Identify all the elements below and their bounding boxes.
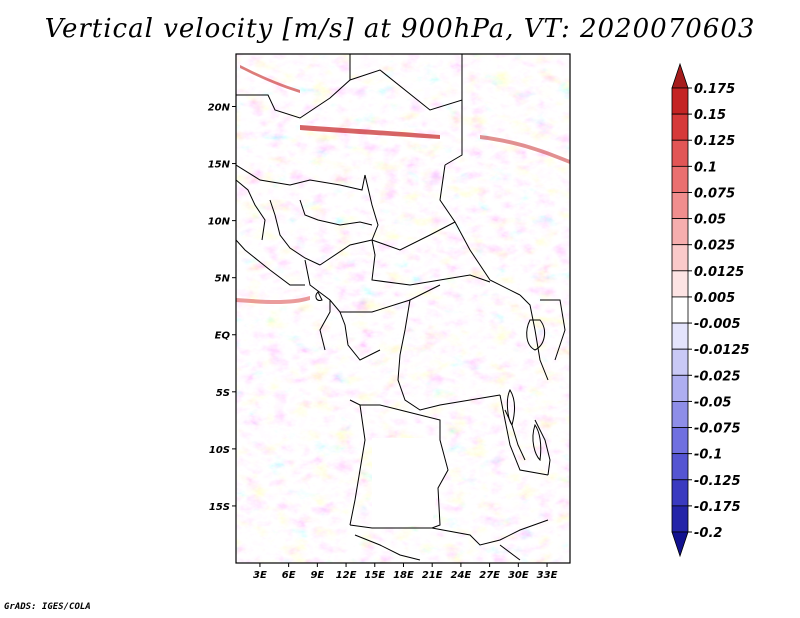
colorbar-segment	[671, 113, 689, 141]
colorbar-label: 0.0125	[694, 265, 744, 280]
colorbar-segment	[671, 244, 689, 272]
colorbar: 0.175 0.15 0.125 0.1 0.075 0.05 0.025 0.0125 0.0…	[671, 62, 750, 558]
colorbar-label: 0.15	[694, 108, 726, 123]
colorbar-segment	[671, 218, 689, 246]
colorbar-label: 0.175	[694, 82, 735, 97]
colorbar-bottom-arrow	[671, 531, 689, 558]
colorbar-label: -0.175	[694, 500, 741, 515]
colorbar-segment	[671, 165, 689, 193]
lat-label: EQ	[215, 331, 231, 342]
colorbar-label: 0.075	[694, 186, 735, 201]
colorbar-segment	[671, 453, 689, 481]
colorbar-segment	[671, 139, 689, 167]
colorbar-segment	[671, 87, 689, 115]
colorbar-top-arrow	[671, 62, 689, 89]
vertical-velocity-field	[236, 54, 570, 563]
colorbar-label: -0.125	[694, 474, 741, 489]
colorbar-segment	[671, 322, 689, 350]
lat-label: 10S	[209, 445, 230, 456]
lat-label: 15S	[209, 502, 230, 513]
lon-label: 30E	[508, 570, 529, 581]
colorbar-segment	[671, 348, 689, 376]
lon-label: 6E	[282, 570, 296, 581]
colorbar-segment	[671, 505, 689, 533]
grads-credit: GrADS: IGES/COLA	[4, 602, 91, 612]
colorbar-label: 0.1	[694, 160, 717, 175]
colorbar-label: -0.1	[694, 448, 722, 463]
lon-label: 3E	[253, 570, 267, 581]
colorbar-segment	[671, 192, 689, 219]
colorbar-label: 0.05	[694, 213, 726, 228]
lon-label: 9E	[310, 570, 324, 581]
colorbar-label: -0.005	[694, 317, 741, 332]
lat-label: 10N	[208, 217, 231, 228]
longitude-labels: 3E 6E 9E 12E 15E 18E 21E 24E 27E 30E 33E	[253, 563, 558, 581]
colorbar-segment	[671, 479, 689, 507]
country-borders	[236, 54, 566, 561]
colorbar-label: 0.025	[694, 239, 735, 254]
colorbar-segment	[671, 270, 689, 298]
lon-label: 21E	[422, 570, 443, 581]
colorbar-label: -0.075	[694, 422, 741, 437]
colorbar-label: 0.125	[694, 134, 735, 149]
colorbar-label: -0.2	[694, 526, 722, 541]
lon-label: 27E	[479, 570, 500, 581]
lat-label: 5S	[216, 388, 230, 399]
lat-label: 20N	[208, 102, 231, 113]
lon-label: 33E	[537, 570, 558, 581]
colorbar-label: -0.05	[694, 395, 731, 410]
lon-label: 18E	[393, 570, 414, 581]
latitude-labels: 20N 15N 10N 5N EQ 5S 10S 15S	[208, 102, 236, 513]
lon-label: 24E	[451, 570, 472, 581]
colorbar-segment	[671, 296, 689, 324]
colorbar-segment	[671, 401, 689, 428]
lakes	[315, 291, 546, 462]
map-title: Vertical velocity [m/s] at 900hPa, VT: 2…	[44, 14, 756, 44]
lon-label: 15E	[364, 570, 385, 581]
colorbar-label: -0.025	[694, 369, 741, 384]
colorbar-label: 0.005	[694, 291, 735, 306]
colorbar-segment	[671, 427, 689, 455]
colorbar-segment	[671, 374, 689, 402]
lat-label: 15N	[208, 160, 231, 171]
lon-label: 12E	[336, 570, 357, 581]
lat-label: 5N	[215, 274, 231, 285]
colorbar-label: -0.0125	[694, 343, 750, 358]
